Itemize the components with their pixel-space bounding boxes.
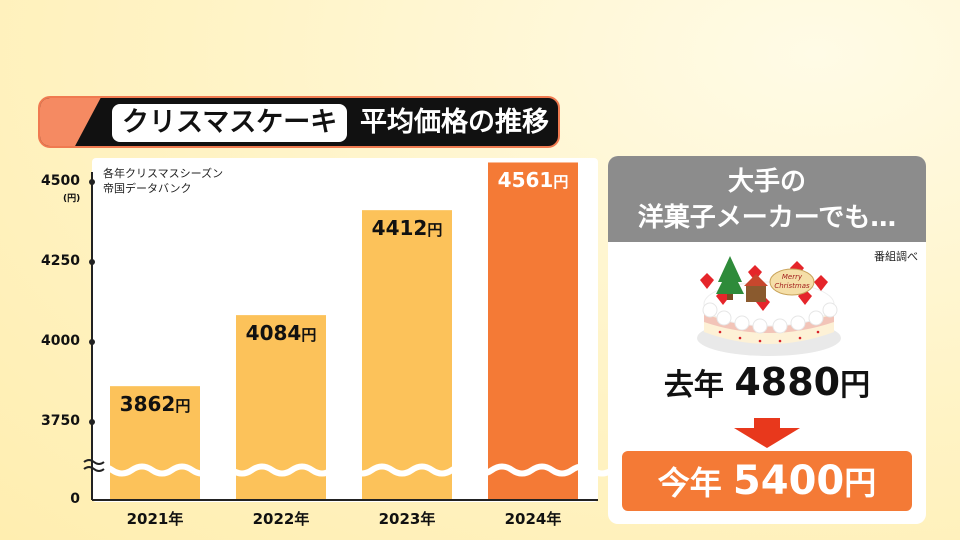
x-tick-label: 2024年 (504, 510, 562, 528)
card-heading: 大手の 洋菓子メーカーでも… (608, 156, 926, 242)
chart-source: 各年クリスマスシーズン 帝国データバンク (103, 166, 223, 196)
chart-panel (92, 158, 598, 502)
svg-text:Christmas: Christmas (774, 282, 810, 290)
data-label-value: 3862 (119, 392, 176, 417)
this-year-label: 今年 (657, 464, 722, 502)
this-year-price: 今年 5400円 (622, 451, 912, 511)
title-subtitle: 平均価格の推移 (360, 107, 549, 138)
data-label-2: 4412円 (352, 216, 462, 240)
x-tick-label: 2023年 (378, 510, 436, 528)
maker-price-card: 大手の 洋菓子メーカーでも… 番組調べ Merry Christmas (608, 156, 926, 524)
data-label-value: 4561 (497, 168, 554, 193)
y-axis-unit: (円) (63, 194, 81, 204)
x-tick-label: 2021年 (126, 510, 184, 528)
this-year-value: 5400 (732, 458, 845, 504)
source-line-1: 各年クリスマスシーズン (103, 167, 224, 180)
card-heading-line-1: 大手の (727, 167, 806, 197)
christmas-cake-icon: Merry Christmas (697, 256, 841, 356)
data-label-0: 3862円 (100, 392, 210, 416)
data-label-unit: 円 (427, 221, 443, 240)
card-heading-line-2: 洋菓子メーカーでも… (637, 203, 897, 233)
y-tick-label: 4000 (41, 333, 80, 349)
down-arrow-icon (734, 418, 800, 448)
x-tick-label: 2022年 (252, 510, 310, 528)
y-tick-label: 4250 (41, 253, 80, 269)
data-label-3: 4561円 (478, 168, 588, 192)
data-label-unit: 円 (553, 173, 569, 192)
this-year-unit: 円 (844, 464, 877, 502)
card-credit: 番組調べ (874, 250, 918, 263)
title-accent (40, 98, 101, 146)
title-main: クリスマスケーキ (112, 104, 348, 142)
data-label-unit: 円 (301, 326, 317, 345)
last-year-unit: 円 (840, 368, 871, 403)
y-tick-label: 4500 (41, 173, 80, 189)
data-label-value: 4084 (245, 321, 302, 346)
last-year-label: 去年 (663, 368, 724, 403)
last-year-price: 去年 4880円 (608, 360, 926, 404)
data-label-1: 4084円 (226, 321, 336, 345)
y-tick-label: 3750 (41, 413, 80, 429)
title-bar: クリスマスケーキ 平均価格の推移 (38, 96, 560, 148)
source-line-2: 帝国データバンク (103, 182, 192, 195)
y-tick-label: 0 (70, 491, 80, 507)
svg-text:Merry: Merry (782, 273, 803, 281)
data-label-unit: 円 (175, 397, 191, 416)
last-year-value: 4880 (734, 360, 841, 404)
data-label-value: 4412 (371, 216, 428, 241)
